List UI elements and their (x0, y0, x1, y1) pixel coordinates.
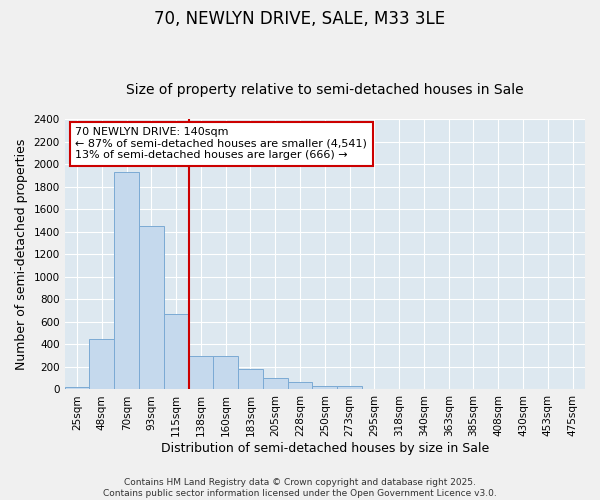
Title: Size of property relative to semi-detached houses in Sale: Size of property relative to semi-detach… (126, 83, 524, 97)
Bar (139, 226, 164, 390)
Text: Contains HM Land Registry data © Crown copyright and database right 2025.
Contai: Contains HM Land Registry data © Crown c… (103, 478, 497, 498)
Bar (214, 356, 238, 390)
Bar (263, 378, 287, 390)
Bar (114, 172, 139, 390)
X-axis label: Distribution of semi-detached houses by size in Sale: Distribution of semi-detached houses by … (161, 442, 489, 455)
Bar (89, 338, 114, 390)
Bar (65, 387, 89, 390)
Bar (238, 369, 263, 390)
Bar (313, 386, 337, 390)
Bar (164, 314, 188, 390)
Text: 70, NEWLYN DRIVE, SALE, M33 3LE: 70, NEWLYN DRIVE, SALE, M33 3LE (154, 10, 446, 28)
Text: 70 NEWLYN DRIVE: 140sqm
← 87% of semi-detached houses are smaller (4,541)
13% of: 70 NEWLYN DRIVE: 140sqm ← 87% of semi-de… (75, 127, 367, 160)
Bar (188, 356, 214, 390)
Bar (337, 386, 362, 390)
Bar (287, 382, 313, 390)
Y-axis label: Number of semi-detached properties: Number of semi-detached properties (15, 138, 28, 370)
